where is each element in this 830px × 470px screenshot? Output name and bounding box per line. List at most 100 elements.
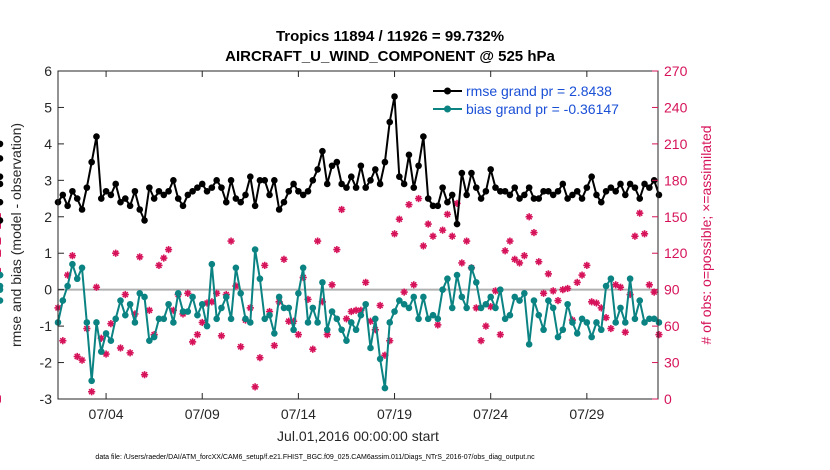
rmse-point xyxy=(222,198,230,206)
rmse-point xyxy=(410,184,418,191)
bias-point xyxy=(367,344,374,352)
bias-point xyxy=(420,293,427,301)
obs-count-point xyxy=(160,254,168,262)
x-tick-label: 07/19 xyxy=(377,406,412,422)
rmse-point xyxy=(525,184,533,191)
rmse-point xyxy=(0,180,4,188)
y-tick-label-right: 240 xyxy=(664,99,688,115)
obs-count-point xyxy=(530,228,538,237)
bias-point xyxy=(617,304,624,312)
bias-point xyxy=(477,304,485,312)
legend-rmse-label: rmse grand pr = 2.8438 xyxy=(466,83,612,99)
rmse-point xyxy=(107,191,115,199)
obs-count-point xyxy=(342,315,351,323)
rmse-point xyxy=(314,166,321,173)
y-tick-label: 4 xyxy=(44,136,52,152)
obs-count-point xyxy=(434,321,442,329)
bias-point xyxy=(492,304,499,312)
rmse-point xyxy=(549,191,557,199)
obs-count-point xyxy=(59,337,67,345)
obs-count-point xyxy=(376,301,384,310)
rmse-point xyxy=(545,187,552,195)
rmse-point xyxy=(319,147,326,155)
rmse-point xyxy=(497,187,504,195)
rmse-point xyxy=(516,195,523,202)
obs-count-point xyxy=(640,230,649,238)
obs-count-point xyxy=(227,237,235,245)
obs-count-point xyxy=(140,371,149,379)
bias-point xyxy=(107,337,115,344)
bias-point xyxy=(208,260,216,268)
bias-point xyxy=(405,304,413,312)
rmse-point xyxy=(439,184,446,191)
obs-count-point xyxy=(429,232,437,240)
rmse-point xyxy=(256,177,264,184)
bias-point xyxy=(64,282,71,290)
bias-point xyxy=(280,304,288,312)
rmse-point xyxy=(535,195,543,202)
rmse-point xyxy=(593,191,600,199)
bias-point xyxy=(88,377,95,385)
rmse-point xyxy=(261,177,269,184)
bias-point xyxy=(251,246,259,253)
obs-count-point xyxy=(112,249,120,257)
y-tick-label-right: 210 xyxy=(664,136,688,152)
obs-count-point xyxy=(189,338,197,346)
rmse-point xyxy=(73,195,81,202)
rmse-point xyxy=(218,184,225,191)
bias-point xyxy=(333,315,341,323)
y-tick-label: 3 xyxy=(44,172,52,188)
y-tick-label-right: 180 xyxy=(664,172,688,188)
rmse-point xyxy=(155,187,163,195)
obs-count-point xyxy=(184,289,192,297)
rmse-point xyxy=(64,202,71,210)
legend-box xyxy=(430,79,649,118)
bias-point xyxy=(59,297,67,304)
bias-point xyxy=(357,311,365,319)
rmse-point xyxy=(78,206,86,213)
rmse-point xyxy=(141,217,148,224)
rmse-point xyxy=(203,187,211,195)
obs-count-point xyxy=(573,278,581,286)
rmse-point xyxy=(88,158,95,166)
bias-point xyxy=(391,308,398,315)
rmse-point xyxy=(396,173,403,180)
rmse-point xyxy=(304,187,312,195)
rmse-point xyxy=(564,195,571,202)
obs-count-point xyxy=(261,261,269,269)
bias-point xyxy=(242,315,249,323)
obs-count-point xyxy=(237,343,245,351)
rmse-point xyxy=(578,195,586,202)
obs-count-point xyxy=(121,290,129,299)
rmse-point xyxy=(275,206,283,213)
rmse-point xyxy=(232,195,240,202)
y-tick-label: -3 xyxy=(40,391,53,407)
rmse-point xyxy=(362,184,369,191)
rmse-point xyxy=(429,202,437,210)
obs-count-point xyxy=(217,332,226,340)
obs-count-point xyxy=(631,232,639,240)
rmse-point xyxy=(343,184,350,191)
bias-point xyxy=(554,333,562,341)
rmse-point xyxy=(573,187,581,195)
bias-point xyxy=(165,300,172,308)
y-tick-label: 1 xyxy=(44,245,52,261)
obs-count-point xyxy=(477,337,485,345)
rmse-point xyxy=(271,177,278,184)
rmse-point xyxy=(285,187,293,195)
bias-point xyxy=(218,304,225,312)
obs-count-point xyxy=(68,252,77,260)
obs-count-point xyxy=(116,344,125,352)
obs-count-point xyxy=(309,345,317,353)
bias-point xyxy=(636,297,644,304)
bias-point xyxy=(179,308,187,315)
obs-count-point xyxy=(414,194,423,203)
y-tick-label-right: 60 xyxy=(664,318,680,334)
bias-point xyxy=(482,300,490,308)
bias-point xyxy=(400,300,408,308)
rmse-point xyxy=(506,191,514,199)
y-tick-label: 5 xyxy=(44,99,52,115)
obs-count-point xyxy=(280,255,288,263)
bias-point xyxy=(549,304,557,312)
rmse-point xyxy=(150,195,158,202)
